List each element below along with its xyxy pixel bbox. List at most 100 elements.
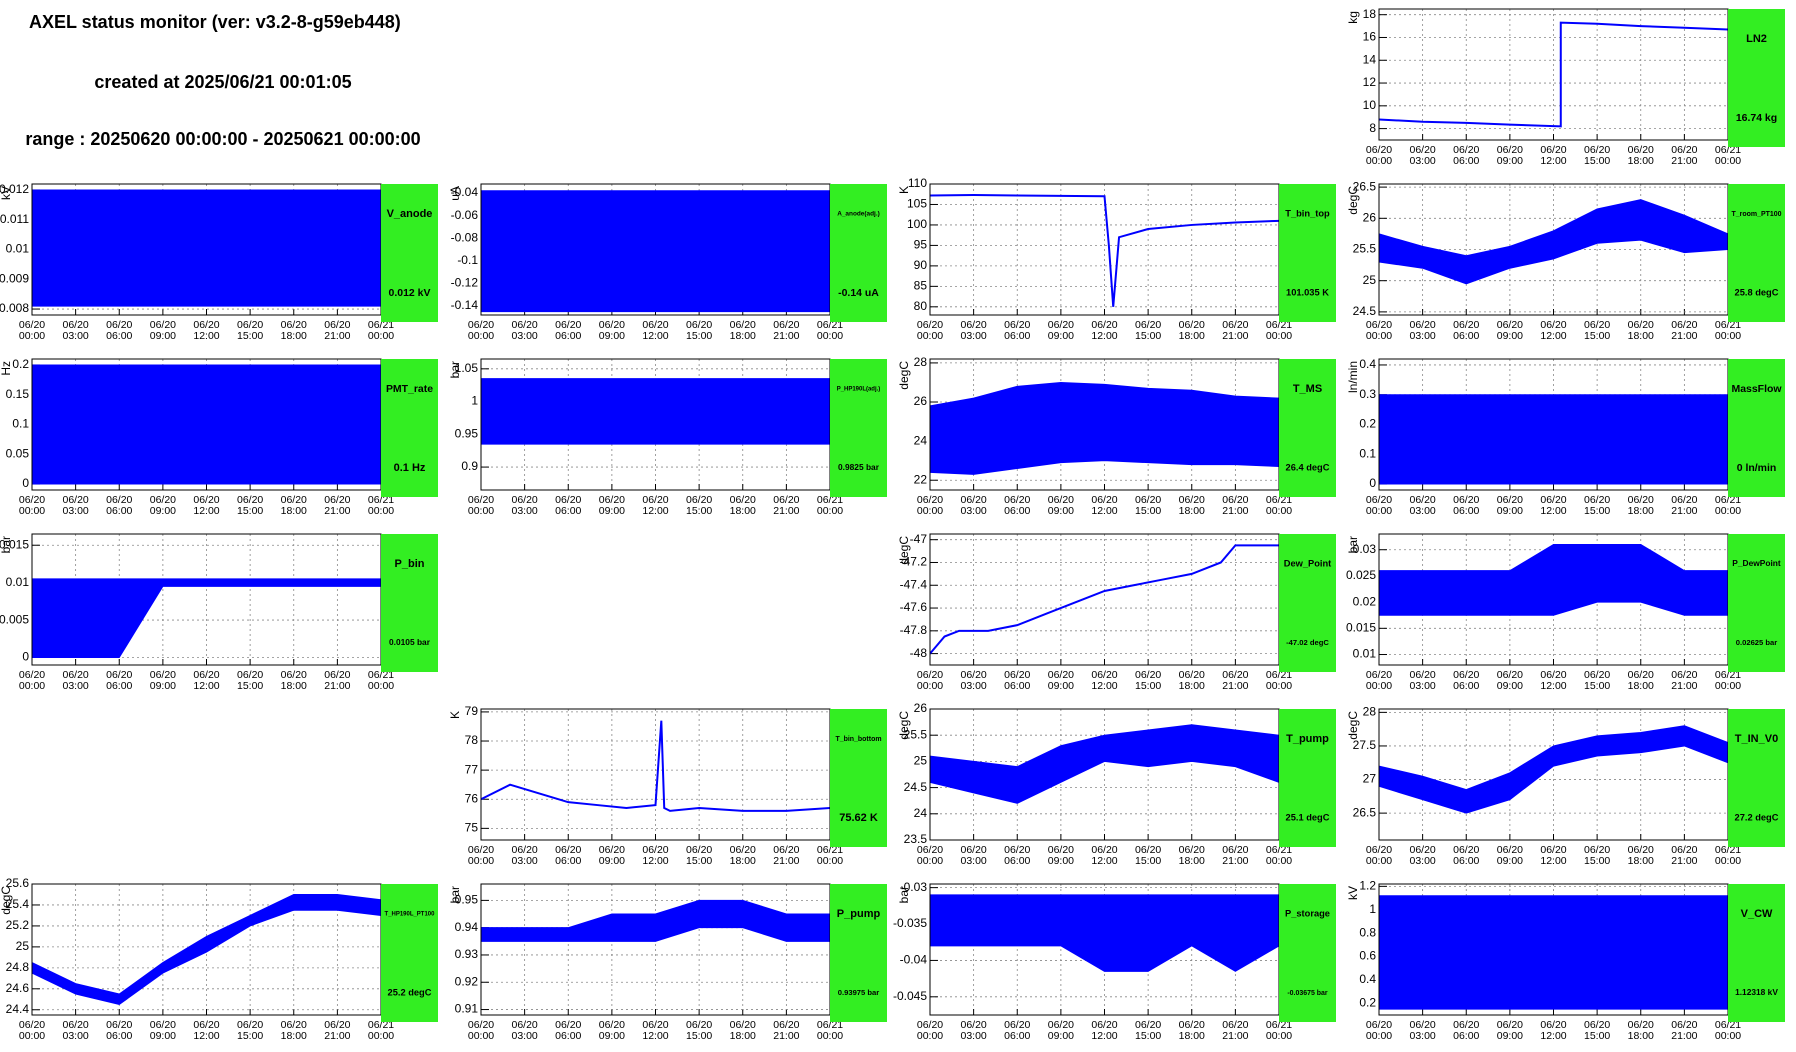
x-tick-time: 09:00 <box>150 1030 176 1042</box>
x-tick-time: 06:00 <box>1004 505 1030 517</box>
x-tick-date: 06/20 <box>468 494 494 506</box>
x-tick-date: 06/20 <box>1366 144 1392 156</box>
x-tick-time: 00:00 <box>368 1030 394 1042</box>
x-tick-time: 03:00 <box>1409 505 1435 517</box>
y-tick-label: 78 <box>465 733 479 747</box>
y-tick-label: 0.025 <box>1346 568 1376 582</box>
x-tick-date: 06/20 <box>1497 319 1523 331</box>
panel: 06/2000:0006/2003:0006/2006:0006/2009:00… <box>897 355 1336 517</box>
x-tick-time: 00:00 <box>1715 680 1741 692</box>
x-tick-time: 12:00 <box>1540 505 1566 517</box>
data-layer <box>930 724 1279 804</box>
x-tick-date: 06/20 <box>468 319 494 331</box>
x-tick-date: 06/20 <box>730 1019 756 1031</box>
y-tick-label: -0.04 <box>451 185 479 199</box>
status-box <box>1728 359 1785 497</box>
x-tick-time: 18:00 <box>1179 680 1205 692</box>
panel-value: 101.035 K <box>1286 287 1329 297</box>
x-tick-date: 06/20 <box>1004 494 1030 506</box>
x-tick-time: 18:00 <box>1179 1030 1205 1042</box>
x-tick-date: 06/20 <box>686 1019 712 1031</box>
x-tick-date: 06/20 <box>1004 844 1030 856</box>
x-tick-time: 00:00 <box>1366 855 1392 867</box>
y-unit: K <box>897 186 911 194</box>
data-line <box>930 544 1279 655</box>
panel-value: -0.14 uA <box>838 288 879 299</box>
y-tick-label: 0.2 <box>1359 995 1376 1009</box>
x-tick-date: 06/20 <box>511 319 537 331</box>
y-tick-label: -0.04 <box>900 953 928 967</box>
x-tick-date: 06/20 <box>62 1019 88 1031</box>
status-box <box>1279 534 1336 672</box>
x-tick-date: 06/20 <box>1091 319 1117 331</box>
x-tick-date: 06/20 <box>1540 494 1566 506</box>
x-tick-time: 12:00 <box>1540 330 1566 342</box>
x-tick-date: 06/20 <box>1671 494 1697 506</box>
y-unit: uA <box>448 186 462 201</box>
x-tick-date: 06/20 <box>19 1019 45 1031</box>
panel-name: P_pump <box>837 908 881 920</box>
x-tick-date: 06/20 <box>730 494 756 506</box>
x-tick-time: 03:00 <box>1409 155 1435 167</box>
x-tick-date: 06/20 <box>1366 1019 1392 1031</box>
y-tick-label: 0.03 <box>1353 542 1377 556</box>
panel-name: T_bin_top <box>1285 208 1330 218</box>
y-tick-label: 24.6 <box>6 981 30 995</box>
data-layer <box>1379 543 1728 616</box>
x-tick-time: 21:00 <box>773 330 799 342</box>
x-tick-date: 06/20 <box>917 844 943 856</box>
x-tick-date: 06/20 <box>917 319 943 331</box>
status-box <box>1728 534 1785 672</box>
y-tick-label: 24 <box>914 433 928 447</box>
x-tick-date: 06/20 <box>960 844 986 856</box>
y-tick-label: 22 <box>914 472 928 486</box>
x-tick-date: 06/20 <box>1453 1019 1479 1031</box>
x-tick-time: 06:00 <box>106 680 132 692</box>
x-tick-date: 06/20 <box>1048 1019 1074 1031</box>
x-tick-time: 21:00 <box>324 505 350 517</box>
x-tick-time: 00:00 <box>817 505 843 517</box>
x-tick-date: 06/20 <box>150 1019 176 1031</box>
x-tick-date: 06/20 <box>1004 669 1030 681</box>
y-tick-label: 76 <box>465 791 479 805</box>
x-tick-time: 18:00 <box>1628 855 1654 867</box>
x-tick-time: 00:00 <box>1266 680 1292 692</box>
x-tick-date: 06/20 <box>237 319 263 331</box>
panel-name: T_IN_V0 <box>1735 733 1778 745</box>
panel-name: MassFlow <box>1731 384 1782 395</box>
x-tick-date: 06/20 <box>1135 319 1161 331</box>
panel-name: T_bin_bottom <box>835 736 881 743</box>
y-unit: degC <box>0 886 13 915</box>
x-tick-date: 06/20 <box>642 319 668 331</box>
y-tick-label: 80 <box>914 299 928 313</box>
data-layer <box>481 378 830 445</box>
y-tick-label: 0.3 <box>1359 387 1376 401</box>
x-tick-time: 03:00 <box>960 855 986 867</box>
x-tick-time: 00:00 <box>368 330 394 342</box>
data-layer <box>481 190 830 313</box>
x-tick-time: 12:00 <box>1091 1030 1117 1042</box>
x-tick-time: 18:00 <box>1628 1030 1654 1042</box>
panel-value: 16.74 kg <box>1736 113 1777 124</box>
x-tick-date: 06/20 <box>324 494 350 506</box>
x-tick-date: 06/20 <box>1222 494 1248 506</box>
y-tick-label: 25.5 <box>904 727 928 741</box>
x-tick-time: 00:00 <box>468 855 494 867</box>
y-unit: bar <box>448 886 462 903</box>
y-tick-label: 1 <box>1369 902 1376 916</box>
x-tick-time: 18:00 <box>730 1030 756 1042</box>
y-tick-label: 105 <box>907 197 927 211</box>
status-box <box>381 884 438 1022</box>
created: created at 2025/06/21 00:01:05 <box>94 72 351 92</box>
y-tick-label: 0.2 <box>1359 417 1376 431</box>
y-tick-label: 1.2 <box>1359 879 1376 893</box>
x-tick-date: 06/20 <box>1497 494 1523 506</box>
panel-name: PMT_rate <box>386 384 433 395</box>
y-tick-label: 18 <box>1363 7 1377 21</box>
y-unit: ln/min <box>1346 361 1360 393</box>
data-layer <box>481 899 830 942</box>
x-tick-time: 06:00 <box>106 1030 132 1042</box>
status-box <box>1728 709 1785 847</box>
y-tick-label: 0.02 <box>1353 594 1377 608</box>
